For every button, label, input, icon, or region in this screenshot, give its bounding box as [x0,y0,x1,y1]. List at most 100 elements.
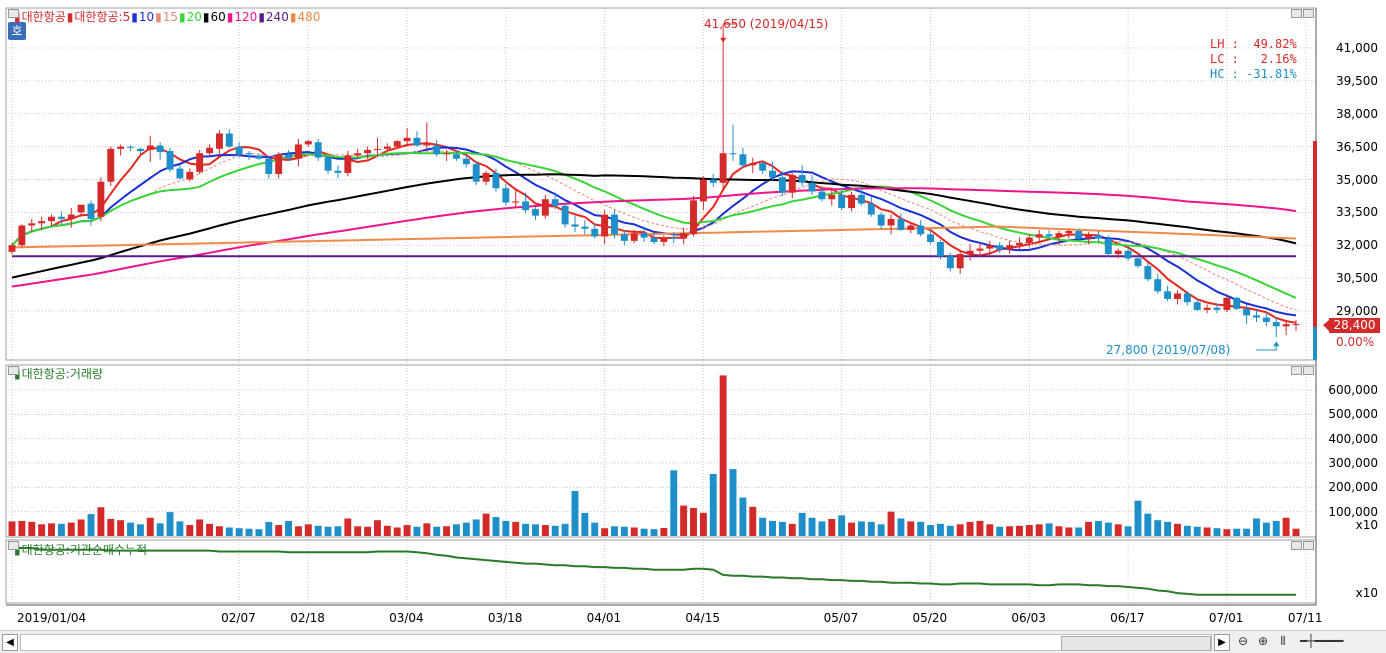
range-bar-up [1313,141,1317,327]
stat-lc: LC : 2.16% [1210,52,1297,66]
candle-body-39 [393,141,401,147]
candle-body-22 [225,133,233,147]
scroll-thumb[interactable] [1061,636,1211,651]
candle-body-42 [423,144,431,146]
volume-bar-10 [107,518,115,536]
inst-legend-label: 대한항공:기관순매수누적 [21,543,148,557]
price-y-tick-3: 33,500 [1336,205,1378,220]
candle-body-95 [946,256,954,269]
inst-panel-minimize-button[interactable] [1291,541,1302,550]
volume-bar-73 [729,469,737,536]
price-panel-minimize-button[interactable] [1291,9,1302,18]
candle-body-129 [1282,324,1290,327]
scroll-left-button[interactable]: ◀ [2,634,18,651]
bottom-toolbar: ◀ ▶ ⊖ ⊕ ⦀ ━┼━━━━ [0,630,1386,653]
candle-body-31 [314,142,322,158]
candle-body-109 [1085,235,1093,239]
zoom-out-icon[interactable]: ⊖ [1237,634,1249,648]
candle-body-21 [215,133,223,149]
candle-body-124 [1233,297,1241,309]
view-slider-icon[interactable]: ━┼━━━━ [1300,634,1344,648]
volume-bar-90 [897,518,905,536]
candle-body-128 [1272,321,1280,327]
volume-bar-13 [136,524,144,536]
candle-body-6 [67,214,75,219]
candle-body-63 [630,233,638,241]
horizontal-scrollbar[interactable] [20,634,1212,651]
current-change: 0.00% [1336,335,1375,349]
price-y-tick-4: 35,000 [1336,172,1378,187]
candle-body-45 [453,154,460,159]
volume-bar-64 [640,528,648,536]
stat-hc: HC : -31.81% [1210,67,1297,81]
volume-y-tick-5: 600,000 [1328,383,1378,397]
x-tick-8: 05/20 [912,611,948,625]
volume-bar-21 [215,526,223,536]
volume-bar-20 [206,523,213,536]
price-panel-close-button[interactable] [1303,9,1314,18]
volume-bar-84 [838,515,846,536]
candle-body-30 [304,141,312,145]
volume-bar-94 [936,523,944,536]
price-legend-label-2: 10 [138,10,155,24]
current-price-bar [1313,141,1329,360]
candle-body-98 [976,248,984,251]
candle-body-24 [245,153,253,155]
candle-body-19 [196,153,204,172]
price-legend-marker-2: ▮ [131,10,138,24]
candle-body-38 [383,146,391,149]
candle-body-29 [294,144,302,159]
inst-panel-menu-button[interactable] [8,541,19,550]
candle-body-90 [897,218,905,230]
volume-bar-46 [462,522,470,536]
inst-panel-close-button[interactable] [1303,541,1314,550]
candle-body-119 [1183,293,1191,303]
low-price-arrow [1273,341,1280,347]
price-y-tick-7: 39,500 [1336,73,1378,88]
bar-count-icon[interactable]: ⦀ [1280,634,1286,648]
candle-body-5 [57,216,65,219]
candle-body-117 [1164,291,1172,299]
volume-bar-39 [393,527,401,536]
candle-body-46 [462,158,470,165]
current-price-pointer [1323,320,1329,331]
price-marker-badge[interactable]: 호 [8,22,26,40]
inst-legend-marker: ▮ [14,543,21,557]
candle-body-55 [551,199,559,206]
scroll-right-button[interactable]: ▶ [1214,634,1230,651]
volume-bar-47 [472,519,480,536]
volume-bar-38 [383,525,391,536]
candle-body-9 [97,181,105,217]
volume-bar-103 [1025,525,1033,536]
candle-body-74 [739,154,747,166]
candle-body-57 [571,224,579,227]
candle-body-85 [848,194,855,208]
zoom-in-icon[interactable]: ⊕ [1257,634,1269,648]
candle-body-70 [699,179,707,202]
candle-body-37 [373,148,381,150]
candle-body-58 [581,226,589,229]
volume-multiplier: x10 [1355,518,1378,532]
volume-panel-menu-button[interactable] [8,366,19,375]
volume-y-tick-1: 200,000 [1328,480,1378,495]
volume-bar-106 [1055,526,1063,536]
volume-bar-109 [1085,521,1093,536]
candle-body-101 [1006,245,1014,250]
inst-cum-line [12,547,1296,596]
price-panel-menu-button[interactable] [8,9,19,18]
volume-panel-close-button[interactable] [1303,366,1314,375]
volume-bar-59 [591,522,599,536]
volume-bar-96 [956,524,964,536]
price-legend-marker-8: ▮ [289,10,297,24]
candle-body-14 [146,145,154,150]
volume-bar-93 [927,525,935,536]
volume-bar-51 [512,521,520,536]
candle-body-92 [917,225,925,235]
volume-bar-118 [1174,523,1181,536]
stat-lh: LH : 49.82% [1210,37,1297,51]
high-price-arrow [720,37,727,43]
volume-bar-105 [1045,523,1053,536]
volume-bars [8,375,1300,536]
moving-average-lines [11,142,1297,324]
volume-panel-minimize-button[interactable] [1291,366,1302,375]
